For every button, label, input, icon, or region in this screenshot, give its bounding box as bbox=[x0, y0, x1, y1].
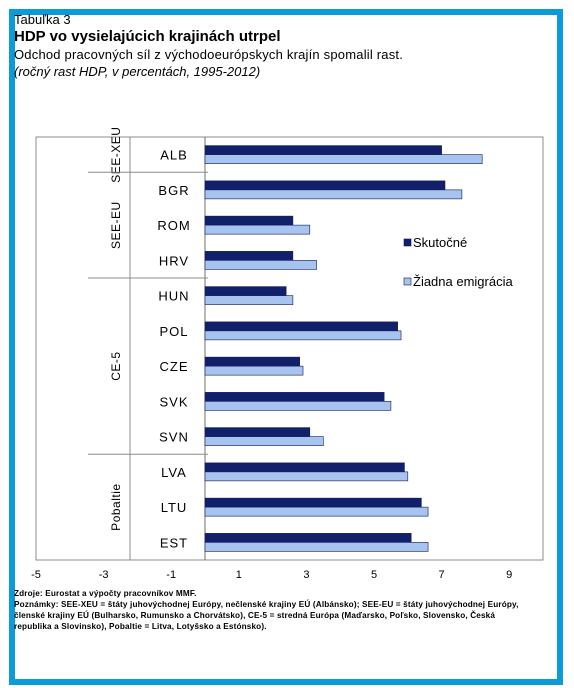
bar-ltu-no-emigration bbox=[204, 506, 429, 517]
chart-frame bbox=[9, 9, 563, 685]
table-number: Tabuľka 3 bbox=[14, 12, 71, 27]
bar-cze-actual bbox=[204, 356, 300, 367]
category-label-hrv: HRV bbox=[159, 253, 189, 268]
group-label-pobaltie: Pobaltie bbox=[109, 483, 123, 530]
x-tick-label: 3 bbox=[303, 569, 309, 581]
legend-swatch-actual bbox=[403, 238, 412, 247]
chart-notes: Zdroje: Eurostat a výpočty pracovníkov M… bbox=[14, 588, 526, 632]
bar-rom-no-emigration bbox=[204, 224, 311, 235]
category-label-hun: HUN bbox=[158, 289, 189, 304]
bar-est-actual bbox=[204, 533, 412, 543]
x-tick-label: -5 bbox=[31, 569, 41, 581]
bar-pol-no-emigration bbox=[204, 330, 402, 341]
category-label-rom: ROM bbox=[157, 218, 190, 233]
x-tick-label: 5 bbox=[371, 569, 377, 581]
bar-lva-actual bbox=[204, 462, 405, 473]
bar-pol-actual bbox=[204, 321, 398, 332]
chart-subtitle: Odchod pracovných síl z východoeurópskyc… bbox=[14, 47, 404, 62]
bar-svk-no-emigration bbox=[204, 401, 392, 411]
x-tick-label: 7 bbox=[439, 569, 445, 581]
category-label-cze: CZE bbox=[160, 359, 189, 374]
bar-rom-actual bbox=[204, 215, 294, 226]
bar-svn-no-emigration bbox=[204, 436, 324, 446]
bar-bgr-no-emigration bbox=[204, 189, 463, 200]
group-label-see-eu: SEE-EU bbox=[109, 201, 123, 249]
chart-units: (ročný rast HDP, v percentách, 1995-2012… bbox=[14, 64, 261, 79]
plot-area bbox=[35, 136, 544, 561]
category-label-svk: SVK bbox=[159, 394, 188, 409]
x-tick-label: 1 bbox=[236, 569, 242, 581]
bar-hrv-actual bbox=[204, 251, 294, 261]
category-label-ltu: LTU bbox=[161, 500, 188, 515]
legend-label-no-emigration: Žiadna emigrácia bbox=[413, 274, 513, 289]
bar-est-no-emigration bbox=[204, 542, 429, 552]
category-label-alb: ALB bbox=[160, 148, 188, 163]
bar-ltu-actual bbox=[204, 497, 422, 508]
chart-title: HDP vo vysielajúcich krajinách utrpel bbox=[14, 28, 281, 45]
explanatory-note: Poznámky: SEE-XEU = štáty juhovýchodnej … bbox=[14, 600, 519, 631]
group-label-ce-5: CE-5 bbox=[109, 351, 123, 380]
bar-alb-no-emigration bbox=[204, 154, 483, 164]
category-label-svn: SVN bbox=[159, 430, 189, 445]
source-note: Zdroje: Eurostat a výpočty pracovníkov M… bbox=[14, 589, 197, 598]
category-label-est: EST bbox=[160, 535, 188, 550]
x-tick-label: -3 bbox=[99, 569, 109, 581]
x-tick-label: 9 bbox=[506, 569, 512, 581]
category-label-lva: LVA bbox=[161, 465, 187, 480]
legend-swatch-no-emigration bbox=[403, 277, 412, 286]
bar-bgr-actual bbox=[204, 180, 446, 191]
x-tick-label: -1 bbox=[166, 569, 176, 581]
category-label-pol: POL bbox=[159, 324, 188, 339]
legend-label-actual: Skutočné bbox=[413, 235, 467, 250]
category-label-bgr: BGR bbox=[158, 183, 189, 198]
group-label-see-xeu: SEE-XEU bbox=[109, 127, 123, 183]
bar-hun-actual bbox=[204, 286, 287, 296]
bar-alb-actual bbox=[204, 145, 442, 155]
bar-svn-actual bbox=[204, 427, 311, 437]
bar-hrv-no-emigration bbox=[204, 260, 317, 270]
bar-cze-no-emigration bbox=[204, 365, 304, 376]
bar-lva-no-emigration bbox=[204, 471, 409, 482]
chart-header: Tabuľka 3 HDP vo vysielajúcich krajinách… bbox=[14, 12, 564, 80]
bar-svk-actual bbox=[204, 392, 385, 402]
bar-hun-no-emigration bbox=[204, 295, 294, 305]
